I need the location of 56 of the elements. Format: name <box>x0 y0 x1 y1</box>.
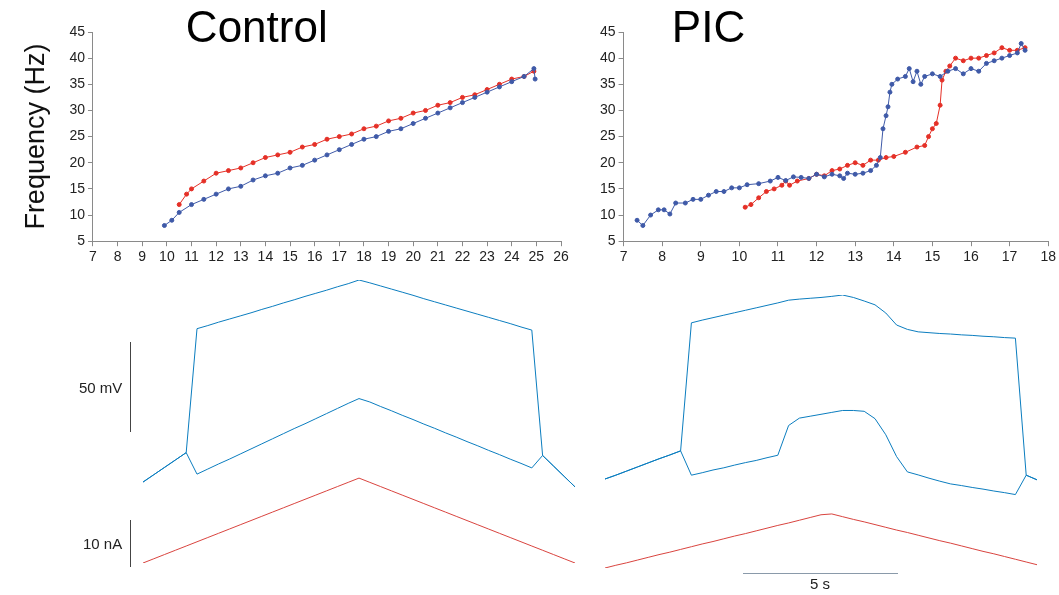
x-tick-label: 13 <box>232 248 249 265</box>
x-tick-label: 15 <box>924 248 941 265</box>
text: 10 nA <box>83 534 123 552</box>
x-tick-label: 13 <box>847 248 864 265</box>
x-tick-label: 7 <box>619 248 628 265</box>
x-tick-label: 8 <box>658 248 667 265</box>
x-tick-label: 9 <box>696 248 705 265</box>
x-tick-label: 18 <box>1040 248 1057 265</box>
x-tick-label: 8 <box>113 248 122 265</box>
y-tick-label: 35 <box>599 75 616 92</box>
x-tick-label: 15 <box>282 248 299 265</box>
x-tick-label: 23 <box>479 248 496 265</box>
x-tick-label: 9 <box>138 248 147 265</box>
y-tick-label: 40 <box>599 49 616 66</box>
y-tick-label: 20 <box>69 153 86 170</box>
y-tick-label: 30 <box>69 101 86 118</box>
text: 50 mV <box>79 378 123 396</box>
x-tick-label: 20 <box>405 248 422 265</box>
x-tick-label: 19 <box>380 248 397 265</box>
y-tick-label: 5 <box>607 232 616 249</box>
x-tick-label: 24 <box>503 248 520 265</box>
x-tick-label: 21 <box>430 248 446 265</box>
x-tick-label: 12 <box>208 248 225 265</box>
x-tick-label: 22 <box>454 248 471 265</box>
y-tick-label: 15 <box>599 179 616 196</box>
x-tick-label: 14 <box>886 248 902 265</box>
text: 5 s <box>810 574 831 592</box>
y-tick-label: 35 <box>69 75 86 92</box>
y-tick-label: 25 <box>599 127 616 144</box>
x-tick-label: 11 <box>770 248 786 265</box>
x-tick-label: 18 <box>356 248 372 265</box>
x-tick-label: 7 <box>89 248 98 265</box>
x-tick-label: 17 <box>331 248 348 265</box>
y-tick-label: 20 <box>599 153 616 170</box>
y-axis-title: Frequency (Hz) <box>19 43 50 230</box>
y-tick-label: 40 <box>69 49 86 66</box>
y-tick-label: 5 <box>77 232 86 249</box>
x-tick-label: 26 <box>553 248 569 265</box>
chart-title: PIC <box>671 2 746 52</box>
y-tick-label: 15 <box>69 179 86 196</box>
x-tick-label: 16 <box>306 248 323 265</box>
x-tick-label: 10 <box>731 248 748 265</box>
x-tick-label: 14 <box>257 248 274 265</box>
y-tick-label: 10 <box>599 205 616 222</box>
x-tick-label: 12 <box>808 248 825 265</box>
y-tick-label: 45 <box>69 22 86 39</box>
y-tick-label: 10 <box>69 205 86 222</box>
x-tick-label: 16 <box>963 248 979 265</box>
y-tick-label: 30 <box>599 101 616 118</box>
y-tick-label: 25 <box>69 127 86 144</box>
x-tick-label: 10 <box>159 248 175 265</box>
chart-title: Control <box>185 2 328 52</box>
x-tick-label: 17 <box>1001 248 1018 265</box>
x-tick-label: 25 <box>528 248 545 265</box>
y-tick-label: 45 <box>599 22 616 39</box>
x-tick-label: 11 <box>184 248 199 265</box>
